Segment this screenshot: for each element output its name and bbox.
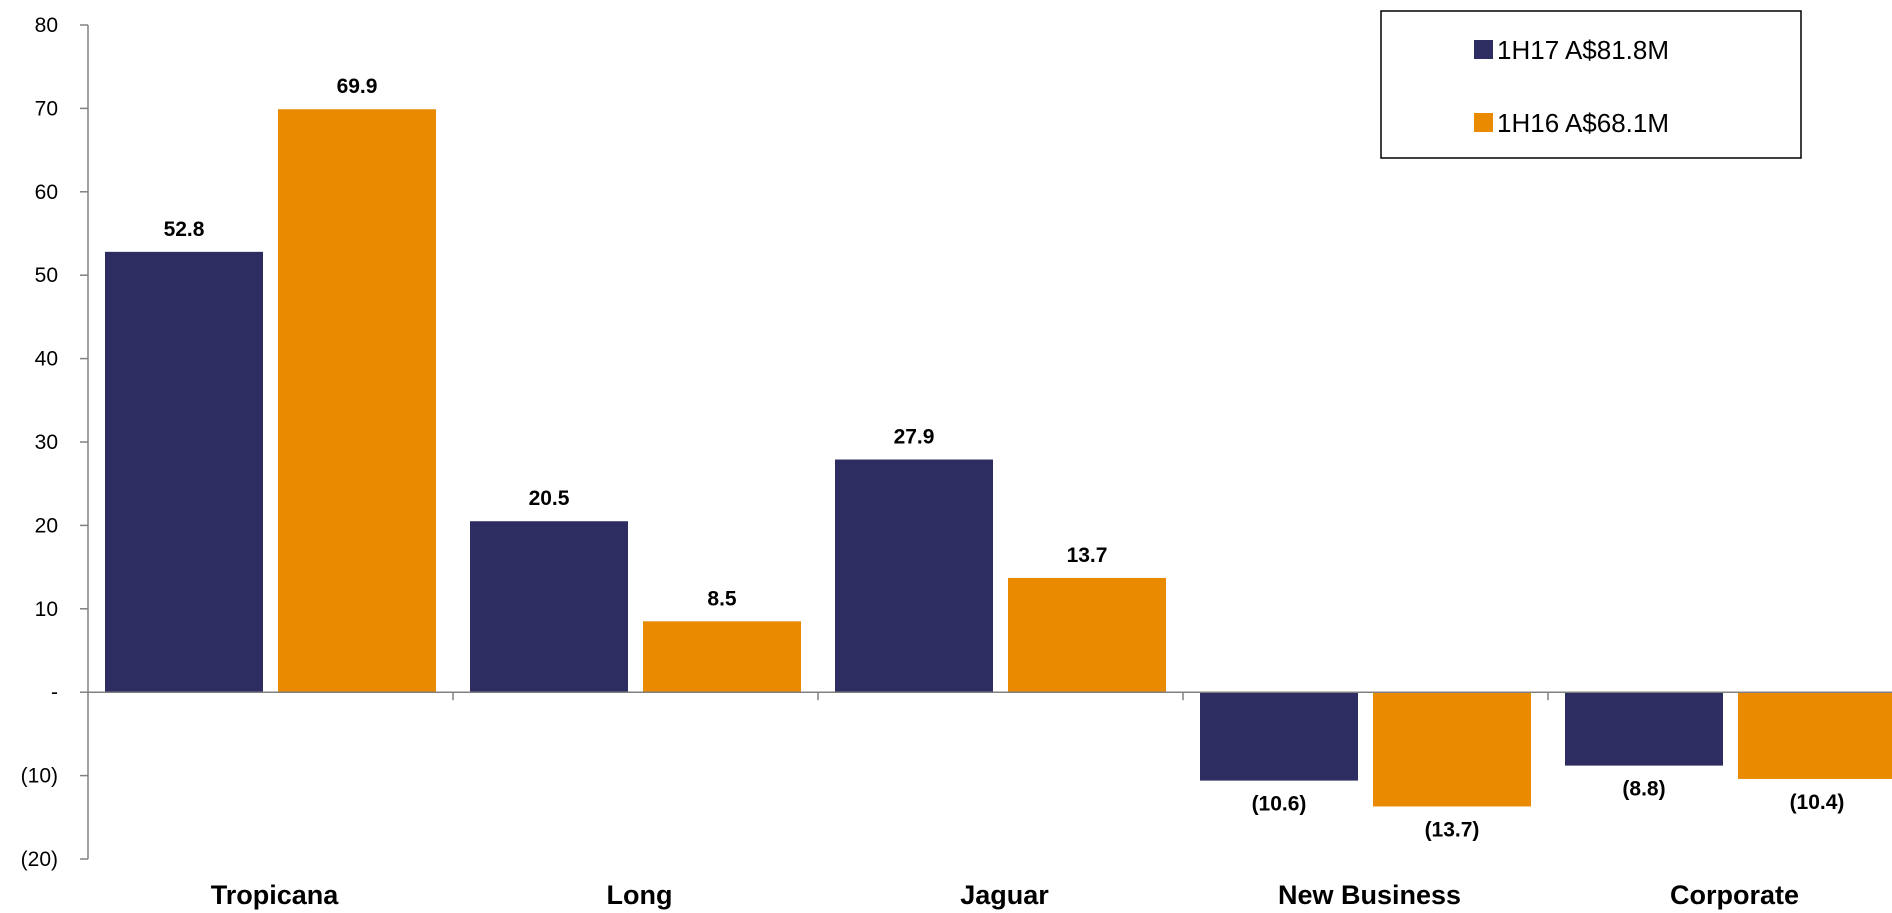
- data-label: (8.8): [1622, 778, 1665, 801]
- data-label: (10.4): [1790, 791, 1845, 814]
- y-tick-label: 60: [35, 181, 58, 204]
- bar-series-2: [1373, 692, 1531, 807]
- bar-series-2: [1008, 577, 1166, 693]
- y-tick-label: 10: [35, 598, 58, 621]
- bar-series-1: [105, 251, 263, 693]
- x-category-label: Jaguar: [960, 880, 1049, 910]
- x-category-label: New Business: [1278, 880, 1461, 910]
- data-label: 27.9: [894, 426, 935, 449]
- y-tick-label: 40: [35, 348, 58, 371]
- legend-label: 1H16 A$68.1M: [1497, 108, 1669, 138]
- x-axis: Tropicana Long Jaguar New Business Corporate: [88, 691, 1892, 910]
- x-category-label: Long: [607, 880, 673, 910]
- legend-swatch: [1474, 40, 1493, 59]
- legend-label: 1H17 A$81.8M: [1497, 35, 1669, 65]
- bar-series-2: [643, 621, 801, 693]
- data-label: (10.6): [1252, 793, 1307, 816]
- y-tick-label: (10): [21, 765, 58, 788]
- data-label: 8.5: [707, 587, 737, 610]
- y-axis: 80 70 60 50 40 30 20 10 - (10) (20): [21, 14, 89, 871]
- y-tick-label: 80: [35, 14, 58, 37]
- y-tick-label: 70: [35, 97, 58, 120]
- y-tick-label: (20): [21, 848, 58, 871]
- x-category-label: Tropicana: [211, 880, 340, 910]
- legend-box: [1380, 10, 1802, 159]
- bar-series-2: [278, 109, 436, 693]
- legend: 1H17 A$81.8M 1H16 A$68.1M: [1380, 10, 1802, 159]
- bars: 52.8 69.9 20.5 8.5 27.9 13.7 (10.6) (13.7) (8.8)…: [105, 75, 1892, 841]
- bar-series-1: [1565, 692, 1723, 766]
- y-tick-label: 20: [35, 514, 58, 537]
- bar-series-1: [470, 521, 628, 693]
- x-category-label: Corporate: [1670, 880, 1799, 910]
- data-label: (13.7): [1425, 818, 1480, 841]
- y-tick-label: -: [51, 681, 58, 704]
- bar-series-1: [1200, 692, 1358, 781]
- data-label: 52.8: [164, 218, 205, 241]
- data-label: 20.5: [529, 487, 570, 510]
- y-tick-label: 30: [35, 431, 58, 454]
- legend-swatch: [1474, 113, 1493, 132]
- data-label: 13.7: [1067, 544, 1108, 567]
- bar-series-1: [835, 459, 993, 693]
- data-label: 69.9: [337, 75, 378, 98]
- bar-series-2: [1738, 692, 1892, 779]
- y-tick-label: 50: [35, 264, 58, 287]
